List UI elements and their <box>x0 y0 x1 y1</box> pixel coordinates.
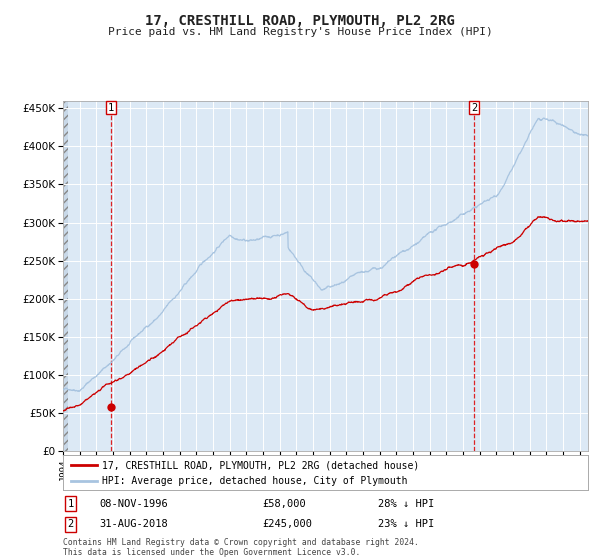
Text: 28% ↓ HPI: 28% ↓ HPI <box>378 499 434 509</box>
Text: £245,000: £245,000 <box>263 520 313 529</box>
Text: HPI: Average price, detached house, City of Plymouth: HPI: Average price, detached house, City… <box>103 477 408 486</box>
Text: 1: 1 <box>68 499 74 509</box>
Text: 1: 1 <box>107 102 114 113</box>
Text: Price paid vs. HM Land Registry's House Price Index (HPI): Price paid vs. HM Land Registry's House … <box>107 27 493 37</box>
Bar <box>63 101 68 451</box>
Text: 2: 2 <box>68 520 74 529</box>
Text: Contains HM Land Registry data © Crown copyright and database right 2024.
This d: Contains HM Land Registry data © Crown c… <box>63 538 419 557</box>
Text: 08-NOV-1996: 08-NOV-1996 <box>100 499 169 509</box>
Text: 17, CRESTHILL ROAD, PLYMOUTH, PL2 2RG (detached house): 17, CRESTHILL ROAD, PLYMOUTH, PL2 2RG (d… <box>103 460 419 470</box>
Text: 23% ↓ HPI: 23% ↓ HPI <box>378 520 434 529</box>
Text: £58,000: £58,000 <box>263 499 306 509</box>
Text: 17, CRESTHILL ROAD, PLYMOUTH, PL2 2RG: 17, CRESTHILL ROAD, PLYMOUTH, PL2 2RG <box>145 14 455 28</box>
Text: 31-AUG-2018: 31-AUG-2018 <box>100 520 169 529</box>
Text: 2: 2 <box>471 102 477 113</box>
